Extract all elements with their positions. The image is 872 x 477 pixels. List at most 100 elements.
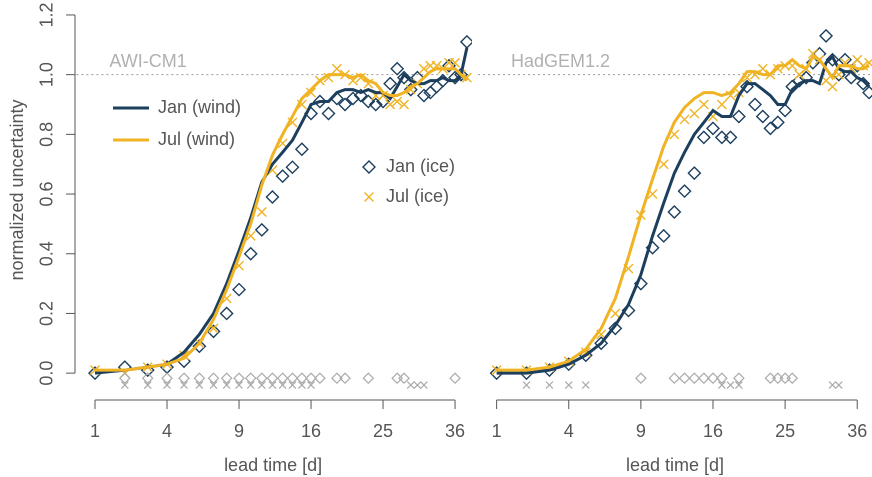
y-tick-label: 1.2 — [37, 2, 57, 27]
cross-marker — [610, 308, 621, 319]
diamond-marker — [192, 339, 207, 354]
diamond-marker — [706, 121, 720, 136]
cross-marker — [716, 99, 727, 110]
significance-marker — [581, 381, 590, 390]
diamond-marker — [594, 336, 609, 351]
significance-marker — [207, 372, 220, 385]
significance-marker — [288, 381, 297, 390]
legend-swatch — [362, 160, 376, 174]
legend-swatch — [364, 192, 374, 202]
x-tick-label: 36 — [847, 421, 867, 441]
significance-marker — [143, 381, 152, 390]
cross-marker — [331, 63, 342, 74]
diamond-marker — [667, 204, 682, 219]
y-axis-label: normalized uncertainty — [7, 99, 27, 280]
y-tick-label: 0.2 — [37, 301, 57, 326]
cross-marker — [698, 99, 709, 110]
diamond-marker — [265, 190, 280, 205]
significance-marker — [717, 381, 726, 390]
y-tick-label: 0.0 — [37, 361, 57, 386]
x-tick-label: 16 — [301, 421, 321, 441]
x-tick-label: 1 — [492, 421, 502, 441]
series-line — [94, 47, 469, 375]
significance-marker — [771, 372, 784, 385]
significance-marker — [286, 372, 299, 385]
diamond-marker — [397, 70, 412, 85]
x-tick-label: 4 — [162, 421, 172, 441]
significance-marker — [314, 372, 326, 385]
diamond-marker — [416, 88, 431, 103]
cross-marker — [461, 72, 472, 83]
diamond-marker — [243, 246, 258, 261]
diamond-marker — [696, 130, 711, 145]
significance-marker — [195, 381, 204, 390]
significance-marker — [764, 372, 777, 385]
significance-marker — [266, 372, 279, 385]
significance-marker — [362, 372, 375, 385]
diamond-marker — [390, 61, 405, 76]
significance-marker — [726, 381, 735, 390]
cross-marker — [392, 96, 403, 107]
legend-label: Jan (ice) — [386, 156, 455, 176]
significance-marker — [449, 372, 461, 385]
diamond-marker — [748, 97, 762, 112]
significance-marker — [163, 381, 171, 390]
significance-marker — [268, 381, 277, 390]
significance-marker — [120, 381, 129, 390]
significance-marker — [678, 372, 691, 385]
cross-marker — [306, 87, 317, 98]
significance-marker — [209, 381, 218, 390]
significance-marker — [339, 372, 351, 385]
significance-marker — [398, 372, 410, 385]
diamond-marker — [805, 55, 820, 70]
series-line — [496, 54, 871, 375]
cross-marker — [418, 63, 429, 74]
significance-marker — [297, 381, 306, 390]
x-tick-label: 9 — [234, 421, 244, 441]
significance-marker — [278, 381, 287, 390]
panel-title: AWI-CM1 — [109, 51, 186, 71]
diamond-marker — [656, 228, 671, 243]
cross-marker — [385, 99, 396, 110]
diamond-marker — [312, 94, 327, 109]
significance-marker — [331, 372, 343, 385]
diamond-marker — [338, 97, 353, 112]
significance-marker — [161, 372, 173, 385]
diamond-marker — [838, 52, 853, 67]
significance-marker — [406, 381, 415, 390]
diamond-marker — [687, 166, 702, 181]
significance-marker — [734, 381, 743, 390]
significance-marker — [222, 381, 231, 390]
diamond-marker — [442, 58, 456, 73]
diamond-marker — [206, 324, 221, 339]
significance-marker — [141, 372, 154, 385]
diamond-marker — [285, 160, 300, 175]
significance-marker — [828, 381, 837, 390]
significance-marker — [716, 372, 728, 385]
significance-marker — [246, 381, 255, 390]
cross-marker — [827, 81, 838, 92]
significance-marker — [193, 372, 206, 385]
diamond-marker — [368, 97, 383, 112]
diamond-marker — [403, 82, 418, 97]
y-tick-label: 0.6 — [37, 182, 57, 207]
significance-marker — [564, 381, 573, 390]
significance-marker — [118, 372, 131, 385]
cross-marker — [256, 206, 267, 217]
plot-area — [88, 34, 472, 390]
panel-title: HadGEM1.2 — [511, 51, 610, 71]
cross-marker — [689, 108, 700, 119]
y-tick-label: 1.0 — [37, 62, 57, 87]
x-tick-label: 16 — [703, 421, 723, 441]
plot-area — [489, 28, 872, 390]
series-line — [95, 67, 468, 372]
diamond-marker — [770, 115, 785, 130]
significance-marker — [220, 372, 233, 385]
x-tick-label: 1 — [90, 421, 100, 441]
significance-marker — [257, 381, 266, 390]
significance-marker — [779, 372, 791, 385]
diamond-marker — [321, 106, 336, 121]
significance-marker — [233, 372, 245, 385]
y-tick-label: 0.4 — [37, 241, 57, 266]
